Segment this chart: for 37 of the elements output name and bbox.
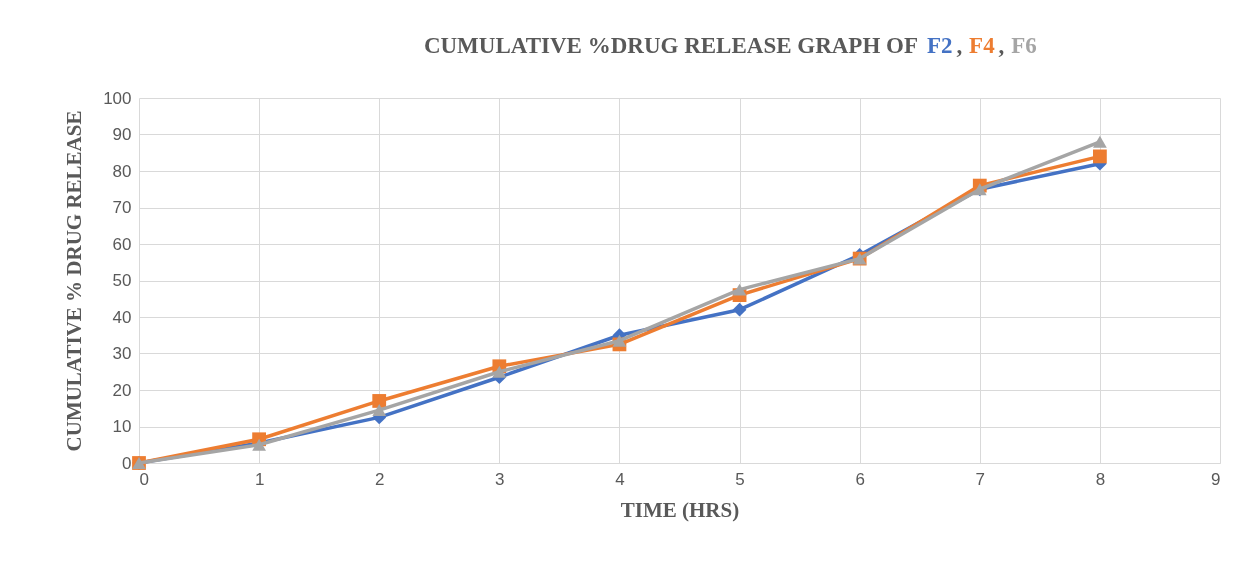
y-tick-label: 20 xyxy=(112,380,132,400)
y-tick-label: 100 xyxy=(103,88,132,108)
text: , xyxy=(998,33,1005,58)
y-tick-label: 10 xyxy=(112,417,132,436)
point xyxy=(372,394,387,408)
y-tick-label: 80 xyxy=(112,161,132,181)
point xyxy=(732,302,747,317)
y-tick-label: 60 xyxy=(112,234,132,254)
x-tick-label: 4 xyxy=(615,469,625,489)
point xyxy=(612,334,627,347)
text: F6 xyxy=(1011,33,1037,58)
y-axis-title: CUMULATIVE % DRUG RELEASE xyxy=(62,110,87,452)
x-tick-label: 7 xyxy=(975,469,986,489)
x-tick-label: 5 xyxy=(735,469,745,489)
point xyxy=(372,404,387,417)
y-tick-label: 40 xyxy=(112,307,132,327)
x-tick-label: 0 xyxy=(139,469,149,489)
text: F4 xyxy=(969,33,996,58)
x-tick-label: 1 xyxy=(254,469,265,489)
y-tick-label: 0 xyxy=(122,453,132,473)
point xyxy=(492,365,507,378)
x-tick-label: 2 xyxy=(374,469,385,489)
y-tick-label: 30 xyxy=(112,344,132,363)
y-tick-label: 70 xyxy=(112,198,132,217)
point xyxy=(1093,135,1107,148)
y-tick-label: 90 xyxy=(112,125,132,144)
x-tick-label: 8 xyxy=(1095,469,1106,489)
x-tick-label: 3 xyxy=(495,469,505,489)
x-tick-label: 6 xyxy=(855,469,865,489)
x-tick-label: 9 xyxy=(1211,469,1221,489)
point xyxy=(732,283,747,296)
y-tick-label: 50 xyxy=(112,271,132,290)
chart-title: CUMULATIVE %DRUG RELEASE GRAPH OF xyxy=(423,33,918,58)
point xyxy=(1093,149,1107,164)
x-axis-title: TIME (HRS) xyxy=(620,497,740,522)
text: F2 xyxy=(927,33,953,58)
text: , xyxy=(956,33,963,58)
